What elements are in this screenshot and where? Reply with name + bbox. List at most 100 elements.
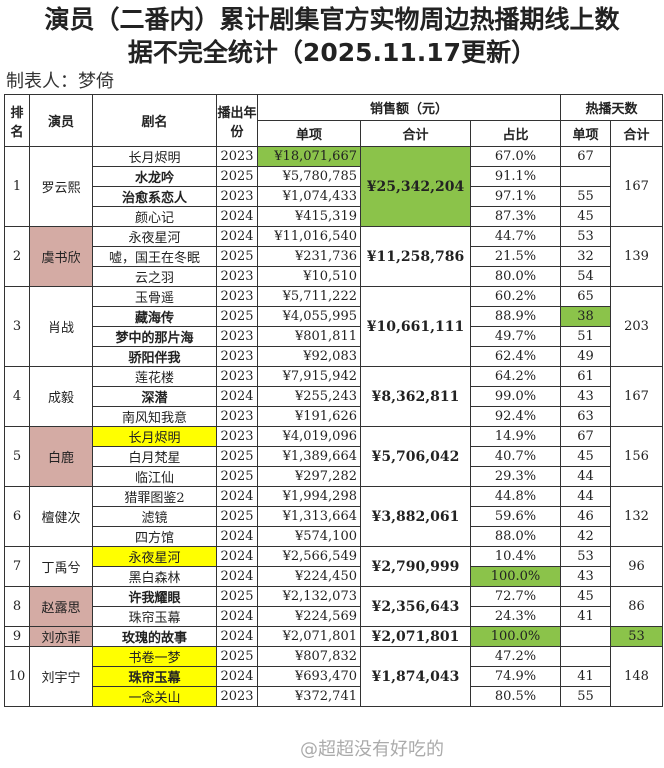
days-unit-cell — [560, 626, 611, 647]
pct-cell: 44.8% — [470, 486, 561, 507]
drama-title-cell: 梦中的那片海 — [92, 326, 217, 347]
pct-cell: 44.7% — [470, 226, 561, 247]
days-unit-cell: 43 — [560, 566, 611, 587]
table-row: 黑白森林 2024 ¥224,450 100.0% 43 — [5, 566, 663, 587]
table-row: 珠帘玉幕 2024 ¥693,470 74.9% 41 — [5, 666, 663, 687]
days-unit-cell: 32 — [560, 246, 611, 267]
year-cell: 2025 — [216, 306, 258, 327]
total-sales-cell: ¥2,356,643 — [360, 586, 471, 627]
days-unit-cell: 53 — [560, 226, 611, 247]
pct-cell: 80.5% — [470, 686, 561, 707]
unit-sales-cell: ¥1,389,664 — [257, 446, 361, 467]
days-unit-cell: 41 — [560, 666, 611, 687]
days-unit-cell: 43 — [560, 386, 611, 407]
rank-cell: 4 — [4, 366, 30, 427]
days-unit-cell: 44 — [560, 466, 611, 487]
days-unit-cell: 42 — [560, 526, 611, 547]
rank-cell: 2 — [4, 226, 30, 287]
actor-cell: 丁禹兮 — [29, 546, 93, 587]
days-unit-cell: 45 — [560, 446, 611, 467]
year-cell: 2025 — [216, 166, 258, 187]
days-total-cell: 139 — [610, 226, 663, 287]
title-line-2: 据不完全统计（2025.11.17更新） — [127, 38, 537, 67]
year-cell: 2024 — [216, 206, 258, 227]
table-row: 5 白鹿 长月烬明 2023 ¥4,019,096 ¥5,706,042 14.9% 67 15… — [4, 426, 663, 487]
unit-sales-cell: ¥693,470 — [257, 666, 361, 687]
sales-table: 排名 演员 剧名 播出年份 销售额（元） 热播天数 单项 合计 占比 单项 合计… — [4, 94, 663, 707]
pct-cell: 100.0% — [470, 626, 561, 647]
drama-title-cell: 玫瑰的故事 — [92, 626, 217, 647]
days-unit-cell: 45 — [560, 586, 611, 607]
actor-cell: 肖战 — [29, 286, 93, 367]
drama-title-cell: 四方馆 — [92, 526, 217, 547]
unit-sales-cell: ¥92,083 — [257, 346, 361, 367]
pct-cell: 97.1% — [470, 186, 561, 207]
table-row: 9 刘亦菲 玫瑰的故事 2024 ¥2,071,801 ¥2,071,801 100.0% 5… — [4, 626, 663, 647]
total-sales-cell: ¥10,661,111 — [360, 286, 471, 367]
days-total-cell: 167 — [610, 146, 663, 227]
table-row: 白月梵星 2025 ¥1,389,664 40.7% 45 — [5, 446, 663, 467]
unit-sales-cell: ¥801,811 — [257, 326, 361, 347]
days-unit-cell: 67 — [560, 146, 611, 167]
pct-cell: 40.7% — [470, 446, 561, 467]
actor-cell: 刘宇宁 — [29, 646, 93, 707]
days-total-cell: 156 — [610, 426, 663, 487]
table-row: 8 赵露思 许我耀眼 2025 ¥2,132,073 ¥2,356,643 72.7% 45 8… — [4, 586, 663, 627]
days-unit-cell: 46 — [560, 506, 611, 527]
drama-title-cell: 一念关山 — [92, 686, 217, 707]
drama-title-cell: 嘘，国王在冬眠 — [92, 246, 217, 267]
pct-cell: 74.9% — [470, 666, 561, 687]
drama-title-cell: 永夜星河 — [92, 226, 217, 247]
rank-cell: 8 — [4, 586, 30, 627]
days-unit-cell: 65 — [560, 286, 611, 307]
days-total-cell: 86 — [610, 586, 663, 627]
pct-cell: 10.4% — [470, 546, 561, 567]
days-total-cell: 203 — [610, 286, 663, 367]
days-unit-cell: 61 — [560, 366, 611, 387]
actor-cell: 檀健次 — [29, 486, 93, 547]
total-sales-cell: ¥3,882,061 — [360, 486, 471, 547]
table-row: 珠帘玉幕 2024 ¥224,569 24.3% 41 — [5, 606, 663, 627]
unit-sales-cell: ¥5,780,785 — [257, 166, 361, 187]
header-total: 合计 — [360, 120, 471, 147]
days-unit-cell: 63 — [560, 406, 611, 427]
title-line-1: 演员（二番内）累计剧集官方实物周边热播期线上数 — [44, 5, 620, 34]
header-year: 播出年份 — [216, 94, 258, 147]
table-row: 临江仙 2025 ¥297,282 29.3% 44 — [5, 466, 663, 487]
days-unit-cell: 55 — [560, 186, 611, 207]
year-cell: 2024 — [216, 666, 258, 687]
days-unit-cell: 44 — [560, 486, 611, 507]
year-cell: 2023 — [216, 406, 258, 427]
actor-cell: 赵露思 — [29, 586, 93, 627]
drama-title-cell: 珠帘玉幕 — [92, 666, 217, 687]
table-row: 2 虞书欣 永夜星河 2024 ¥11,016,540 ¥11,258,786 44.7% 5… — [4, 226, 663, 287]
unit-sales-cell: ¥4,019,096 — [257, 426, 361, 447]
year-cell: 2023 — [216, 346, 258, 367]
year-cell: 2024 — [216, 226, 258, 247]
unit-sales-cell: ¥297,282 — [257, 466, 361, 487]
year-cell: 2025 — [216, 446, 258, 467]
rank-cell: 5 — [4, 426, 30, 487]
year-cell: 2025 — [216, 646, 258, 667]
year-cell: 2023 — [216, 266, 258, 287]
table-row: 南风知我意 2023 ¥191,626 92.4% 63 — [5, 406, 663, 427]
year-cell: 2025 — [216, 586, 258, 607]
year-cell: 2025 — [216, 466, 258, 487]
days-unit-cell — [560, 166, 611, 187]
unit-sales-cell: ¥1,313,664 — [257, 506, 361, 527]
year-cell: 2023 — [216, 146, 258, 167]
table-row: 云之羽 2023 ¥10,510 80.0% 54 — [5, 266, 663, 287]
days-total-cell: 148 — [610, 646, 663, 707]
table-row: 梦中的那片海 2023 ¥801,811 49.7% 51 — [5, 326, 663, 347]
unit-sales-cell: ¥224,569 — [257, 606, 361, 627]
year-cell: 2025 — [216, 506, 258, 527]
unit-sales-cell: ¥807,832 — [257, 646, 361, 667]
unit-sales-cell: ¥1,994,298 — [257, 486, 361, 507]
year-cell: 2024 — [216, 546, 258, 567]
total-sales-cell: ¥11,258,786 — [360, 226, 471, 287]
drama-title-cell: 书卷一梦 — [92, 646, 217, 667]
days-unit-cell: 54 — [560, 266, 611, 287]
drama-title-cell: 猎罪图鉴2 — [92, 486, 217, 507]
total-sales-cell: ¥2,071,801 — [360, 626, 471, 647]
year-cell: 2024 — [216, 526, 258, 547]
